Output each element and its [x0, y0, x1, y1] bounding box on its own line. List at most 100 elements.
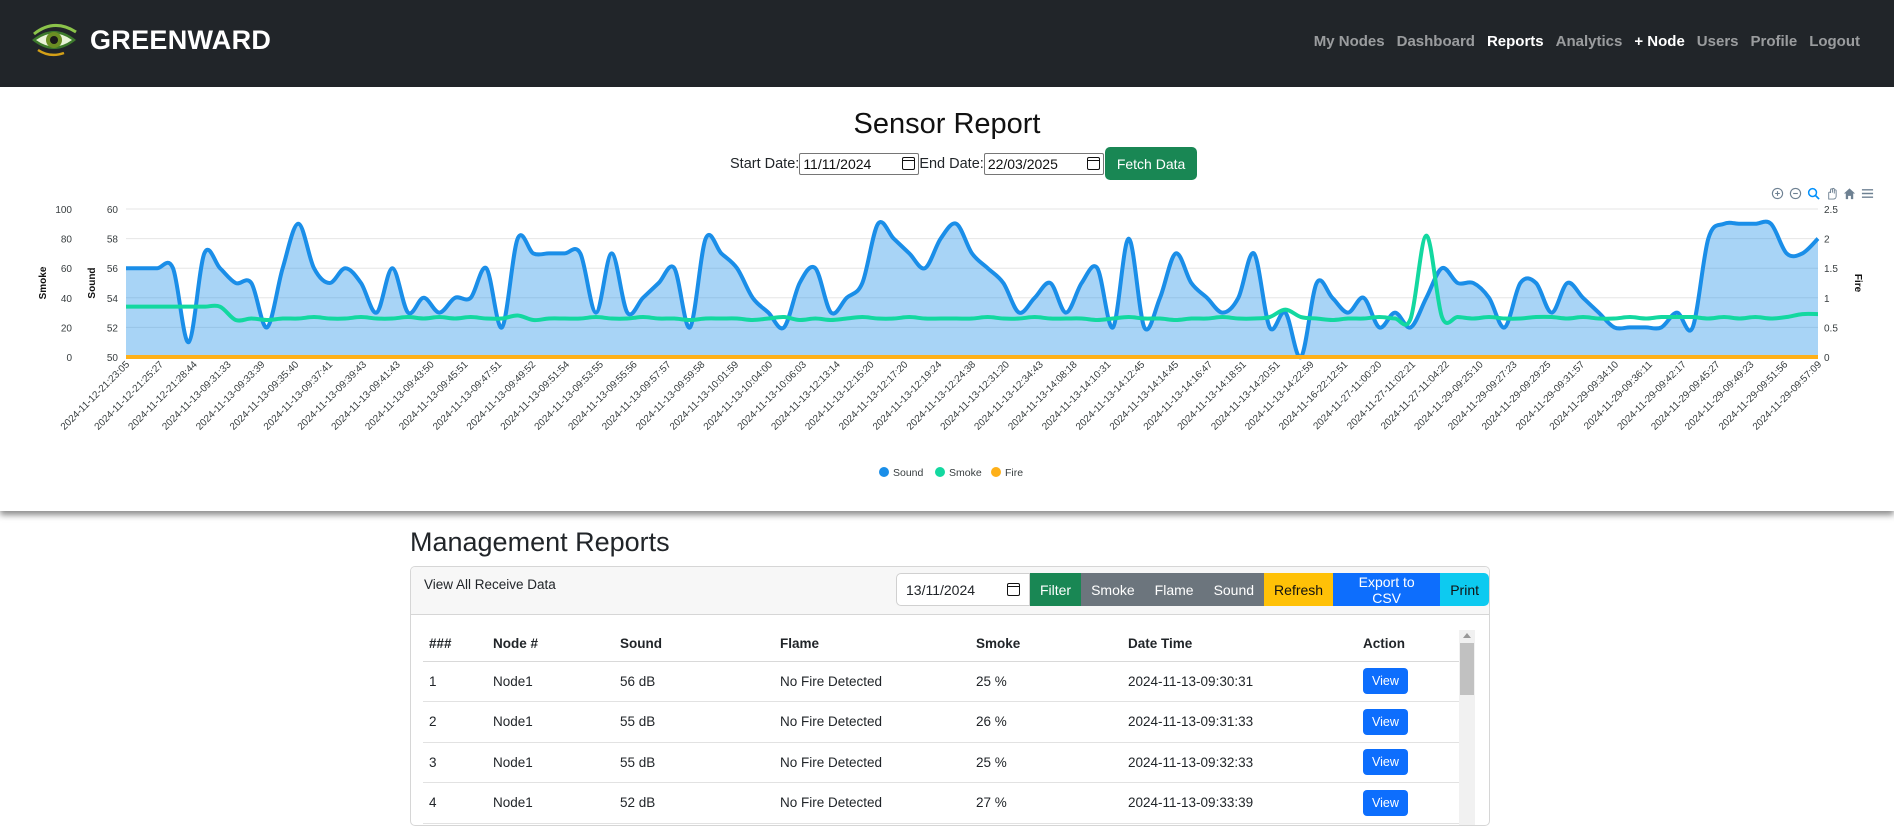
end-date-input[interactable]: 22/03/2025	[983, 152, 1104, 175]
cell-smoke: 27 %	[970, 782, 1122, 824]
brand-name: GREENWARD	[90, 24, 272, 55]
pan-hand-icon[interactable]	[1825, 187, 1838, 200]
table-container[interactable]: ### Node # Sound Flame Smoke Date Time A…	[423, 627, 1483, 825]
cell-id: 2	[423, 701, 487, 743]
cell-sound: 56 dB	[614, 661, 774, 702]
zoom-in-icon[interactable]	[1771, 187, 1784, 200]
fetch-data-button[interactable]: Fetch Data	[1104, 147, 1198, 180]
y-tick-label: 2	[1824, 235, 1830, 246]
y-tick-label: 52	[107, 323, 119, 334]
cell-sound: 55 dB	[614, 701, 774, 743]
table-scrollbar[interactable]	[1459, 630, 1475, 825]
filter-date-value: 13/11/2024	[906, 581, 976, 598]
cell-id: 1	[423, 661, 487, 702]
scroll-up-arrow-icon[interactable]	[1463, 633, 1471, 638]
y-axis-title: Smoke	[38, 266, 49, 299]
y-tick-label: 50	[107, 353, 119, 364]
cell-flame: No Fire Detected	[774, 661, 970, 702]
column-header: Flame	[774, 627, 970, 662]
calendar-icon[interactable]	[902, 157, 916, 170]
legend-marker-sound	[879, 467, 889, 477]
nav-link-users[interactable]: Users	[1696, 33, 1739, 50]
sound-button[interactable]: Sound	[1203, 573, 1265, 606]
flame-button[interactable]: Flame	[1144, 573, 1204, 606]
y-tick-label: 100	[55, 205, 72, 216]
series-area-sound	[126, 221, 1818, 358]
zoom-out-icon[interactable]	[1789, 187, 1802, 200]
top-navbar: GREENWARD My Nodes Dashboard Reports Analyt…	[0, 0, 1894, 87]
table-row: 4 Node1 52 dB No Fire Detected 27 % 2024-11-1…	[423, 782, 1465, 824]
cell-action: View	[1357, 742, 1465, 783]
column-header: Date Time	[1122, 627, 1357, 662]
nav-link-node[interactable]: + Node	[1634, 33, 1685, 50]
sensor-chart: 0 20 40 60 80 100 Smoke 50 52 54 56 58 60 Sound 0 0.5 1 1…	[38, 205, 1863, 479]
y-axis-title: Fire	[1852, 274, 1863, 293]
print-button[interactable]: Print	[1440, 573, 1489, 606]
y-tick-label: 60	[107, 205, 119, 216]
calendar-icon[interactable]	[1006, 583, 1020, 596]
nav-link-dashboard[interactable]: Dashboard	[1396, 33, 1475, 50]
y-axis-title: Sound	[87, 267, 98, 298]
y-tick-label: 54	[107, 294, 119, 305]
y-tick-label: 20	[61, 323, 73, 334]
cell-smoke: 26 %	[970, 701, 1122, 743]
cell-action: View	[1357, 701, 1465, 743]
column-header: ###	[423, 627, 487, 662]
y-tick-label: 0	[66, 353, 72, 364]
export-csv-button[interactable]: Export to CSV	[1333, 573, 1441, 606]
y-tick-label: 58	[107, 235, 119, 246]
nav-links: My Nodes Dashboard Reports Analytics + Node U…	[1308, 33, 1866, 50]
y-tick-label: 1.5	[1824, 264, 1838, 275]
column-header: Sound	[614, 627, 774, 662]
legend-label-smoke: Smoke	[949, 467, 982, 479]
view-button[interactable]: View	[1363, 668, 1408, 695]
nav-link-logout[interactable]: Logout	[1809, 33, 1860, 50]
legend-marker-fire	[991, 467, 1001, 477]
menu-icon[interactable]	[1861, 187, 1874, 200]
brand[interactable]: GREENWARD	[30, 20, 271, 60]
nav-link-reports[interactable]: Reports	[1486, 33, 1544, 50]
card-header: View All Receive Data 13/11/2024 Filter …	[411, 567, 1489, 615]
calendar-icon[interactable]	[1086, 157, 1100, 170]
nav-link-my-nodes[interactable]: My Nodes	[1313, 33, 1385, 50]
filter-button[interactable]: Filter	[1029, 573, 1082, 606]
management-reports-title: Management Reports	[410, 527, 670, 557]
legend-label-fire: Fire	[1005, 467, 1023, 479]
report-toolbar: 13/11/2024 Filter Smoke Flame Sound Refr…	[896, 573, 1489, 606]
eye-logo-icon	[32, 24, 77, 57]
refresh-button[interactable]: Refresh	[1264, 573, 1334, 606]
cell-id: 3	[423, 742, 487, 783]
nav-link-analytics[interactable]: Analytics	[1555, 33, 1623, 50]
nav-link-profile[interactable]: Profile	[1750, 33, 1798, 50]
y-tick-label: 1	[1824, 294, 1830, 305]
cell-datetime: 2024-11-13-09:32:33	[1122, 742, 1357, 783]
filter-date-input[interactable]: 13/11/2024	[896, 573, 1030, 606]
cell-datetime: 2024-11-13-09:33:39	[1122, 782, 1357, 824]
page-title: Sensor Report	[853, 108, 1041, 140]
scroll-thumb[interactable]	[1460, 643, 1474, 695]
cell-flame: No Fire Detected	[774, 701, 970, 743]
date-range-form: Start Date: 11/11/2024 End Date: 22/03/2…	[730, 147, 1198, 180]
cell-node: Node1	[487, 661, 614, 702]
cell-sound: 52 dB	[614, 782, 774, 824]
cell-id: 4	[423, 782, 487, 824]
y-tick-label: 80	[61, 235, 73, 246]
cell-sound: 55 dB	[614, 742, 774, 783]
end-date-label: End Date:	[919, 155, 984, 172]
end-date-value: 22/03/2025	[987, 155, 1058, 172]
view-button[interactable]: View	[1363, 708, 1408, 735]
legend-marker-smoke	[935, 467, 945, 477]
y-tick-label: 0	[1824, 353, 1830, 364]
start-date-input[interactable]: 11/11/2024	[799, 152, 920, 175]
smoke-button[interactable]: Smoke	[1081, 573, 1145, 606]
management-reports-card: View All Receive Data 13/11/2024 Filter …	[410, 566, 1490, 826]
table-header-row: ### Node # Sound Flame Smoke Date Time A…	[423, 627, 1465, 662]
y-tick-label: 60	[61, 264, 73, 275]
view-button[interactable]: View	[1363, 789, 1408, 816]
view-button[interactable]: View	[1363, 749, 1408, 776]
home-icon[interactable]	[1843, 187, 1856, 200]
zoom-select-icon[interactable]	[1807, 187, 1820, 200]
cell-node: Node1	[487, 782, 614, 824]
y-tick-label: 40	[61, 294, 73, 305]
legend-label-sound: Sound	[893, 467, 924, 479]
